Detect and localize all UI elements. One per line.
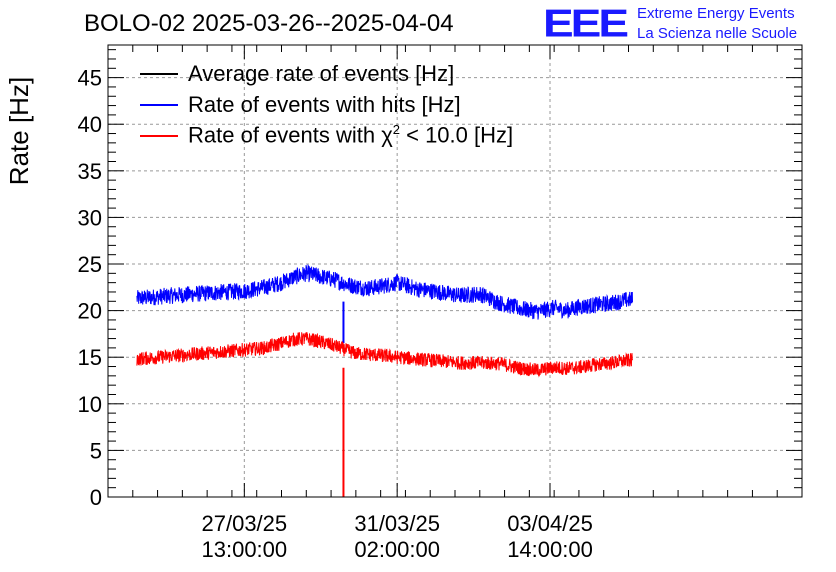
y-tick-label: 20 <box>78 299 102 324</box>
x-tick-label-time: 02:00:00 <box>354 537 440 562</box>
legend-swatch-hits <box>140 103 178 106</box>
series-chi2 <box>136 332 633 497</box>
legend-entry-average: Average rate of events [Hz] <box>140 58 513 89</box>
legend-entry-chi2: Rate of events with χ2 < 10.0 [Hz] <box>140 120 513 151</box>
x-tick-label-date: 31/03/25 <box>354 511 440 536</box>
series-line <box>136 263 633 320</box>
legend-label-average: Average rate of events [Hz] <box>188 60 455 86</box>
y-tick-label: 15 <box>78 345 102 370</box>
y-tick-label: 30 <box>78 205 102 230</box>
x-tick-label-time: 14:00:00 <box>507 537 593 562</box>
y-tick-label: 45 <box>78 66 102 91</box>
legend-label-hits: Rate of events with hits [Hz] <box>188 91 461 117</box>
series-line <box>136 332 633 378</box>
y-axis-label-group: Rate [Hz] <box>4 77 34 185</box>
y-tick-label: 0 <box>90 485 102 510</box>
x-tick-label-date: 03/04/25 <box>507 511 593 536</box>
logo-line2: La Scienza nelle Scuole <box>637 25 798 42</box>
grid <box>108 45 802 497</box>
y-tick-label: 35 <box>78 159 102 184</box>
legend-entry-hits: Rate of events with hits [Hz] <box>140 89 513 120</box>
chart-title: BOLO-02 2025-03-26--2025-04-04 <box>84 10 454 37</box>
legend-swatch-chi2 <box>140 134 178 137</box>
y-tick-label: 5 <box>90 438 102 463</box>
x-tick-label-time: 13:00:00 <box>202 537 288 562</box>
eee-logo: EEE <box>543 0 629 46</box>
series-layer <box>136 263 633 497</box>
y-axis: 0 5 10 15 20 25 30 35 40 45 <box>78 49 802 510</box>
legend: Average rate of events [Hz] Rate of even… <box>140 58 513 151</box>
y-tick-label: 10 <box>78 392 102 417</box>
logo-caption: Extreme Energy Events La Scienza nelle S… <box>637 4 797 44</box>
y-axis-label: Rate [Hz] <box>4 77 34 185</box>
legend-label-chi2: Rate of events with χ2 < 10.0 [Hz] <box>188 122 514 148</box>
legend-swatch-average <box>140 72 178 75</box>
series-hits <box>136 263 633 344</box>
x-tick-label-date: 27/03/25 <box>202 511 288 536</box>
y-tick-label: 25 <box>78 252 102 277</box>
logo-line1: Extreme Energy Events <box>637 5 795 22</box>
y-tick-label: 40 <box>78 112 102 137</box>
